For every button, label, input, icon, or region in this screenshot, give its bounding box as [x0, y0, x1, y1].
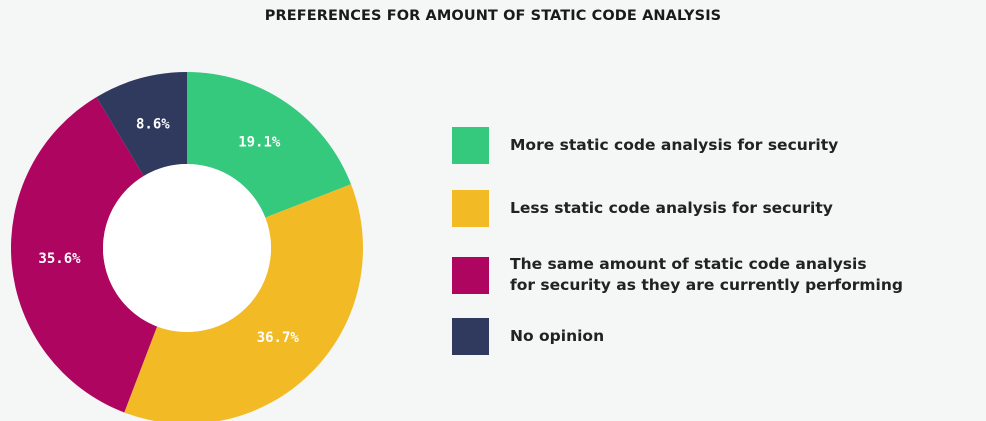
donut-chart: 19.1% 36.7% 35.6% 8.6% — [10, 72, 363, 421]
donut-slice-no-opinion — [96, 72, 187, 176]
legend-label-no-opinion: No opinion — [510, 327, 605, 345]
legend-item-same: The same amount of static code analysis … — [452, 254, 903, 296]
legend-item-no-opinion: No opinion — [452, 318, 604, 355]
legend-label-more: More static code analysis for security — [510, 136, 839, 154]
legend-label-same: The same amount of static code analysis … — [510, 255, 903, 294]
legend-swatch-same — [452, 256, 489, 294]
donut-slice-same — [10, 97, 158, 413]
legend-label-less: Less static code analysis for security — [510, 199, 833, 217]
donut-hole — [103, 164, 271, 332]
donut-slice-more — [187, 72, 352, 218]
chart-title: PREFERENCES FOR AMOUNT OF STATIC CODE AN… — [264, 8, 722, 24]
donut-slice-less — [124, 184, 363, 421]
legend-item-less: Less static code analysis for security — [452, 190, 833, 227]
data-label-same: 35.6% — [38, 251, 81, 267]
legend-item-more: More static code analysis for security — [452, 127, 838, 164]
legend-swatch-more — [452, 127, 489, 164]
data-label-less: 36.7% — [257, 330, 300, 346]
legend-swatch-less — [452, 190, 489, 227]
data-label-no-opinion: 8.6% — [136, 117, 170, 133]
data-label-more: 19.1% — [238, 134, 281, 150]
legend-swatch-no-opinion — [452, 318, 489, 355]
